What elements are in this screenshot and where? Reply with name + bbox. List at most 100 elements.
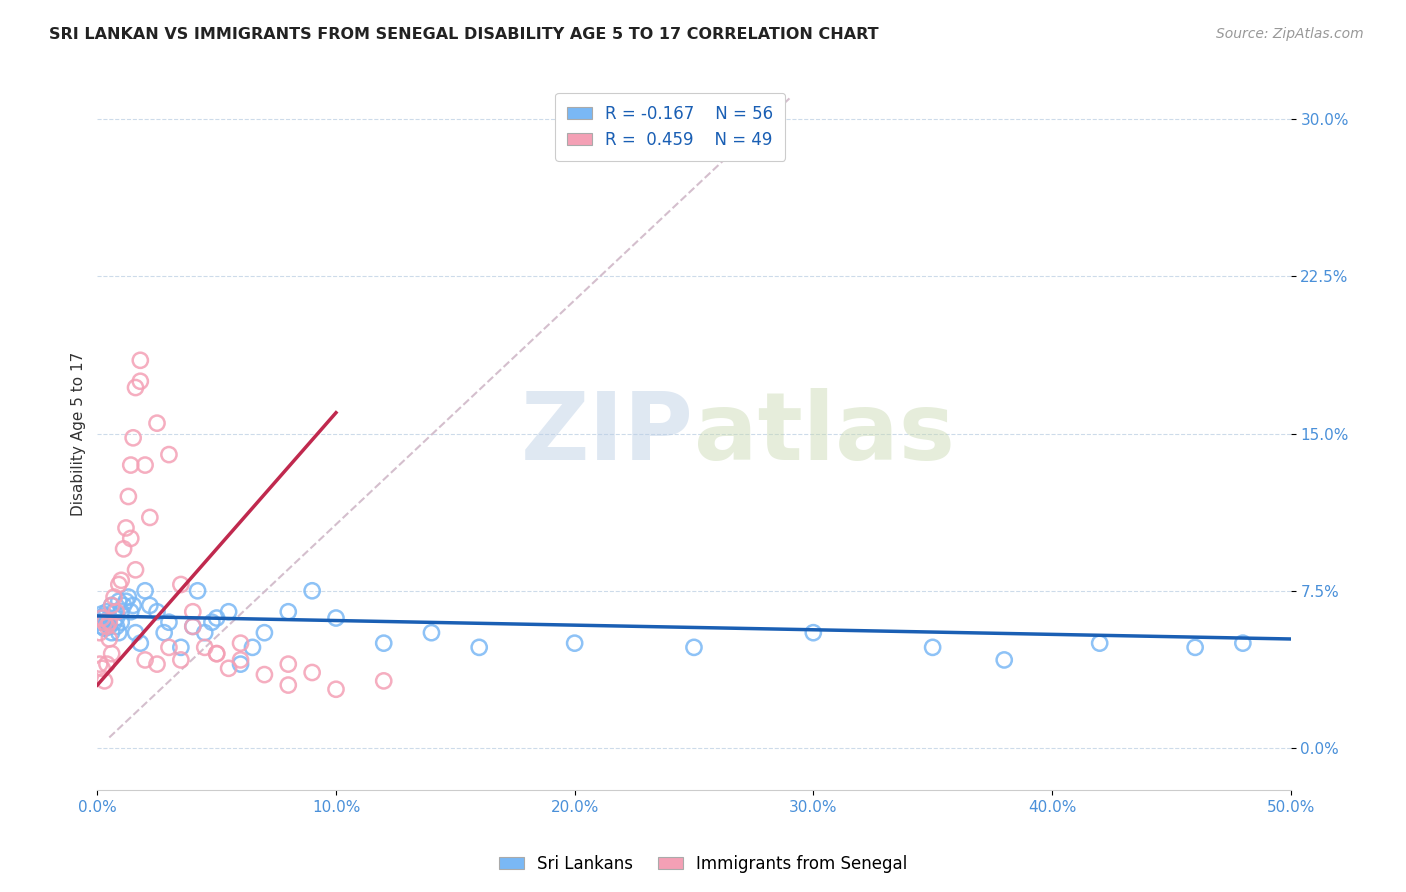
Point	[181, 619, 204, 633]
Point	[112, 541, 135, 556]
Point	[122, 431, 145, 445]
Point	[157, 448, 180, 462]
Point	[103, 605, 125, 619]
Point	[373, 636, 395, 650]
Point	[91, 607, 114, 621]
Y-axis label: Disability Age 5 to 17: Disability Age 5 to 17	[72, 351, 86, 516]
Point	[373, 673, 395, 688]
Point	[420, 625, 443, 640]
Point	[187, 583, 209, 598]
Point	[96, 657, 118, 672]
Point	[134, 653, 156, 667]
Point	[157, 615, 180, 630]
Point	[301, 665, 323, 680]
Point	[801, 625, 824, 640]
Point	[108, 577, 131, 591]
Point	[112, 599, 135, 613]
Point	[181, 605, 204, 619]
Point	[110, 574, 132, 588]
Point	[134, 583, 156, 598]
Point	[96, 605, 118, 619]
Text: SRI LANKAN VS IMMIGRANTS FROM SENEGAL DISABILITY AGE 5 TO 17 CORRELATION CHART: SRI LANKAN VS IMMIGRANTS FROM SENEGAL DI…	[49, 27, 879, 42]
Point	[170, 640, 193, 655]
Point	[115, 521, 138, 535]
Point	[277, 605, 299, 619]
Point	[120, 458, 142, 472]
Point	[124, 625, 146, 640]
Point	[218, 605, 240, 619]
Point	[129, 353, 152, 368]
Point	[115, 594, 138, 608]
Point	[89, 657, 111, 672]
Point	[301, 583, 323, 598]
Point	[100, 647, 122, 661]
Point	[100, 599, 122, 613]
Point	[91, 661, 114, 675]
Point	[98, 615, 121, 630]
Point	[105, 605, 128, 619]
Point	[120, 605, 142, 619]
Text: Source: ZipAtlas.com: Source: ZipAtlas.com	[1216, 27, 1364, 41]
Point	[89, 615, 111, 630]
Point	[108, 625, 131, 640]
Text: atlas: atlas	[695, 388, 955, 480]
Point	[117, 490, 139, 504]
Point	[108, 594, 131, 608]
Point	[96, 615, 118, 630]
Point	[242, 640, 264, 655]
Point	[89, 611, 111, 625]
Point	[93, 673, 115, 688]
Point	[110, 615, 132, 630]
Point	[325, 611, 347, 625]
Point	[96, 619, 118, 633]
Point	[170, 653, 193, 667]
Point	[157, 640, 180, 655]
Point	[277, 657, 299, 672]
Point	[98, 611, 121, 625]
Point	[181, 619, 204, 633]
Point	[683, 640, 706, 655]
Point	[205, 647, 228, 661]
Point	[124, 380, 146, 394]
Point	[194, 640, 217, 655]
Point	[139, 510, 162, 524]
Point	[229, 653, 252, 667]
Point	[103, 590, 125, 604]
Point	[1232, 636, 1254, 650]
Point	[91, 611, 114, 625]
Legend: Sri Lankans, Immigrants from Senegal: Sri Lankans, Immigrants from Senegal	[492, 848, 914, 880]
Point	[205, 611, 228, 625]
Point	[110, 605, 132, 619]
Point	[194, 625, 217, 640]
Point	[139, 599, 162, 613]
Point	[253, 625, 276, 640]
Point	[146, 657, 169, 672]
Point	[1088, 636, 1111, 650]
Point	[98, 619, 121, 633]
Point	[122, 599, 145, 613]
Point	[153, 625, 176, 640]
Point	[91, 619, 114, 633]
Point	[100, 625, 122, 640]
Point	[205, 647, 228, 661]
Point	[103, 615, 125, 630]
Point	[1184, 640, 1206, 655]
Point	[201, 615, 224, 630]
Point	[93, 609, 115, 624]
Point	[105, 611, 128, 625]
Point	[146, 416, 169, 430]
Point	[134, 458, 156, 472]
Point	[993, 653, 1015, 667]
Point	[129, 636, 152, 650]
Point	[105, 619, 128, 633]
Point	[129, 374, 152, 388]
Point	[117, 590, 139, 604]
Legend: R = -0.167    N = 56, R =  0.459    N = 49: R = -0.167 N = 56, R = 0.459 N = 49	[555, 93, 785, 161]
Text: ZIP: ZIP	[522, 388, 695, 480]
Point	[89, 625, 111, 640]
Point	[124, 563, 146, 577]
Point	[253, 667, 276, 681]
Point	[100, 599, 122, 613]
Point	[229, 657, 252, 672]
Point	[218, 661, 240, 675]
